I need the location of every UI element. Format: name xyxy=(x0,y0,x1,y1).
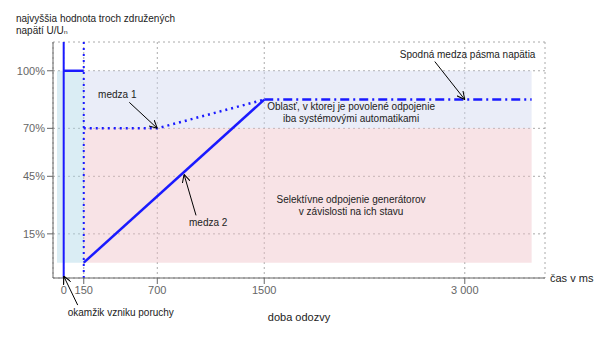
svg-text:45%: 45% xyxy=(23,170,45,182)
svg-text:doba odozvy: doba odozvy xyxy=(268,311,331,323)
svg-text:700: 700 xyxy=(148,284,166,296)
svg-text:najvyššia hodnota troch združe: najvyššia hodnota troch združenýchnapätí… xyxy=(16,13,175,36)
svg-text:100%: 100% xyxy=(17,65,45,77)
svg-text:Spodná medza pásma napätia: Spodná medza pásma napätia xyxy=(400,49,536,60)
svg-text:Oblasť, v ktorej je povolené o: Oblasť, v ktorej je povolené odpojenieib… xyxy=(267,101,435,124)
svg-text:čas v ms: čas v ms xyxy=(550,272,594,284)
svg-text:medza 1: medza 1 xyxy=(98,89,137,100)
svg-text:3 000: 3 000 xyxy=(451,284,479,296)
svg-text:70%: 70% xyxy=(23,122,45,134)
svg-text:medza 2: medza 2 xyxy=(189,217,228,228)
svg-text:150: 150 xyxy=(75,284,93,296)
svg-text:Selektívne odpojenie generátor: Selektívne odpojenie generátorovv závisl… xyxy=(277,194,426,217)
svg-text:0: 0 xyxy=(61,284,67,296)
svg-text:okamžik vzniku poruchy: okamžik vzniku poruchy xyxy=(68,307,174,318)
svg-text:15%: 15% xyxy=(23,228,45,240)
svg-text:1500: 1500 xyxy=(252,284,276,296)
